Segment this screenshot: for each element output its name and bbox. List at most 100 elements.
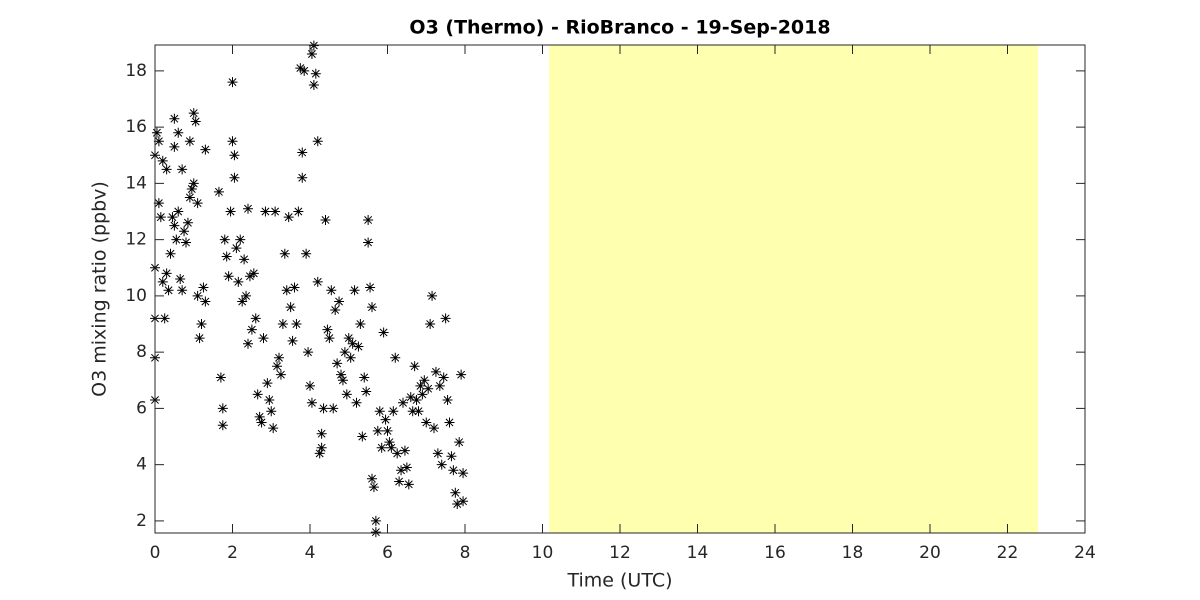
data-point (306, 397, 317, 408)
data-point (188, 108, 199, 119)
data-point (295, 63, 306, 74)
data-point (161, 164, 172, 175)
data-point (223, 271, 234, 282)
data-point (227, 136, 238, 147)
data-point (367, 302, 377, 313)
y-axis-label: O3 mixing ratio (ppbv) (89, 181, 111, 397)
data-point (241, 290, 252, 301)
shaded-region (549, 45, 1039, 533)
data-point (256, 417, 267, 428)
data-point (456, 369, 467, 380)
data-point (155, 212, 166, 223)
data-point (429, 423, 439, 434)
data-point (452, 499, 463, 510)
x-tick-label: 10 (532, 543, 554, 563)
data-point (318, 403, 329, 414)
data-point (415, 380, 426, 391)
data-point (399, 445, 410, 456)
data-point (388, 406, 399, 417)
data-point (394, 476, 405, 487)
data-point (355, 319, 366, 330)
data-point (423, 383, 434, 394)
data-point (450, 487, 461, 498)
y-tick-label: 14 (125, 173, 147, 193)
data-point (266, 406, 277, 417)
data-point (285, 302, 296, 313)
x-tick-label: 4 (305, 543, 316, 563)
data-point (173, 206, 184, 217)
data-point (297, 172, 308, 183)
data-point (291, 319, 302, 330)
data-point (161, 268, 172, 279)
data-point (229, 150, 240, 161)
data-point (372, 425, 383, 436)
data-point (237, 296, 248, 307)
data-point (312, 276, 323, 287)
data-point (339, 347, 350, 358)
x-tick-label: 18 (842, 543, 864, 563)
data-point (153, 198, 164, 209)
data-point (186, 184, 197, 195)
data-point (225, 206, 236, 217)
data-point (221, 251, 232, 262)
x-axis-label: Time (UTC) (566, 570, 672, 592)
data-point (384, 437, 395, 448)
data-point (337, 375, 348, 386)
data-point (413, 406, 424, 417)
data-point (378, 327, 389, 338)
data-point (314, 448, 325, 459)
data-point (254, 411, 265, 422)
data-point (310, 68, 321, 79)
data-point (349, 285, 360, 296)
data-point (330, 304, 341, 315)
data-point (365, 282, 376, 293)
data-point (181, 237, 191, 248)
data-point (442, 394, 453, 405)
data-point (277, 319, 288, 330)
data-point (175, 274, 186, 285)
data-point (243, 203, 253, 214)
data-point (299, 65, 310, 76)
data-point (270, 206, 281, 217)
data-point (351, 397, 362, 408)
data-point (192, 290, 203, 301)
data-point (248, 268, 259, 279)
data-point (392, 448, 403, 459)
data-point (458, 468, 469, 479)
data-point (308, 79, 319, 90)
data-point (454, 437, 465, 448)
data-point (419, 375, 430, 386)
data-point (386, 442, 397, 453)
data-point (227, 77, 238, 88)
data-point (293, 206, 304, 217)
y-tick-label: 6 (136, 398, 147, 418)
data-point (380, 414, 391, 425)
data-point (200, 144, 211, 155)
data-point (345, 352, 356, 363)
data-point (425, 319, 436, 330)
y-tick-label: 2 (136, 511, 147, 531)
data-point (231, 243, 242, 254)
x-tick-label: 0 (150, 543, 161, 563)
x-tick-label: 22 (997, 543, 1019, 563)
data-point (312, 136, 323, 147)
data-point (188, 178, 199, 189)
chart-title: O3 (Thermo) - RioBranco - 19-Sep-2018 (409, 17, 830, 39)
data-point (233, 276, 244, 287)
data-point (336, 369, 346, 380)
data-point (403, 479, 414, 490)
data-point (427, 290, 438, 301)
data-point (196, 319, 207, 330)
data-point (219, 234, 230, 245)
data-point (297, 147, 308, 158)
data-point (243, 338, 253, 349)
data-point (151, 127, 162, 138)
data-point (184, 136, 195, 147)
data-point (367, 473, 377, 484)
x-tick-label: 12 (609, 543, 631, 563)
data-point (347, 338, 358, 349)
data-point (213, 186, 224, 197)
data-point (200, 296, 211, 307)
data-point (328, 403, 339, 414)
data-point (421, 417, 432, 428)
